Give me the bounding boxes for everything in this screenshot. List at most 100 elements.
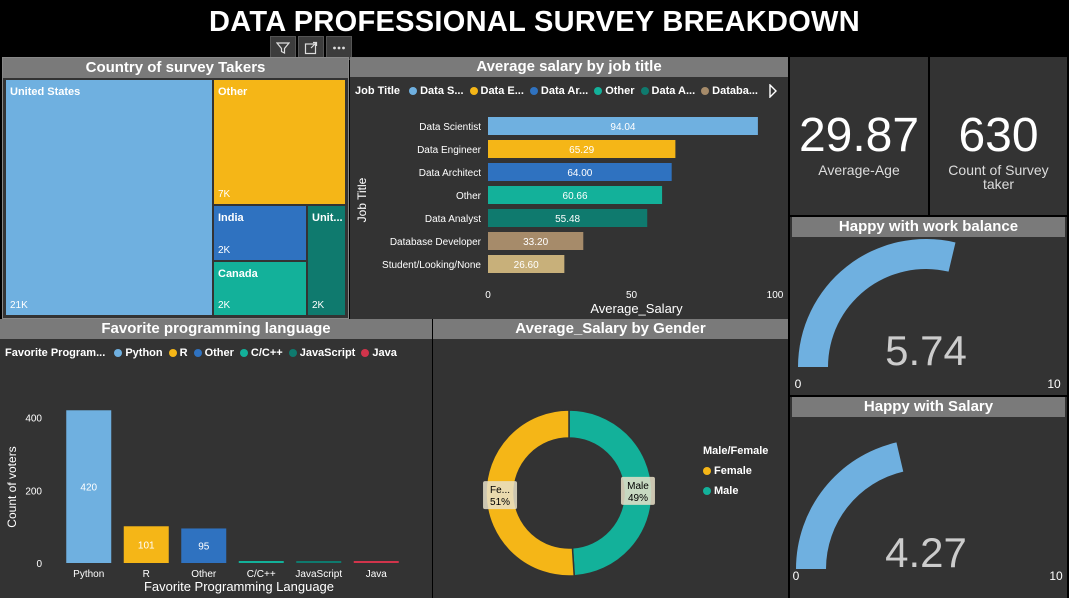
language-bar[interactable]: [353, 561, 399, 563]
x-tick-label: Python: [73, 569, 104, 580]
gender-legend-title: Male/Female: [703, 445, 769, 457]
job-salary-bar[interactable]: [488, 163, 672, 181]
job-salary-data-label: 26.60: [514, 260, 539, 271]
gender-legend-item[interactable]: Female: [703, 461, 768, 481]
legend-dot-icon: [168, 349, 177, 358]
language-bar[interactable]: [296, 561, 342, 563]
y-axis-title: Count of voters: [5, 446, 19, 527]
y-tick-label: 0: [36, 559, 42, 570]
legend-next-icon[interactable]: [768, 83, 778, 103]
language-bar[interactable]: [238, 561, 284, 563]
gauge-value: 4.27: [885, 529, 967, 576]
country-title: Country of survey Takers: [3, 58, 348, 78]
legend-dot-icon: [703, 467, 711, 476]
x-tick-label: JavaScript: [295, 569, 342, 580]
legend-label: Java: [372, 347, 397, 359]
gauge-fill-arc[interactable]: [798, 238, 956, 367]
data-label-background: [483, 481, 518, 510]
legend-title: Job Title: [355, 85, 401, 97]
legend-dot-icon: [409, 87, 418, 96]
x-tick-label: 100: [767, 290, 784, 301]
legend-dot-icon: [469, 87, 478, 96]
language-legend-item[interactable]: C/C++: [234, 347, 283, 359]
data-label-name: Fe...: [490, 485, 510, 496]
legend-label: R: [179, 347, 188, 359]
work-balance-title: Happy with work balance: [792, 217, 1065, 237]
legend-label: JavaScript: [299, 347, 356, 359]
gender-legend: Male/Female Female Male: [703, 441, 768, 501]
language-bar[interactable]: [181, 528, 227, 563]
job-legend-item[interactable]: Data S...: [403, 85, 464, 97]
language-data-label: 101: [138, 541, 155, 552]
job-legend-item[interactable]: Data E...: [464, 85, 524, 97]
legend-label: Other: [605, 85, 635, 97]
salary-gauge-title: Happy with Salary: [792, 397, 1065, 417]
average-age-card: 29.87 Average-Age: [790, 57, 928, 215]
language-bar[interactable]: [66, 410, 112, 563]
legend-label: Data E...: [480, 85, 524, 97]
survey-count-label: Count of Survey taker: [948, 162, 1049, 192]
y-tick-label: 400: [25, 414, 42, 425]
more-options-icon[interactable]: [326, 36, 352, 60]
legend-dot-icon: [239, 349, 248, 358]
salary-by-job-chart: Data Scientist 94.04 Data Engineer 65.29 Dat…: [355, 117, 784, 316]
gender-title: Average_Salary by Gender: [433, 319, 788, 339]
gauge-fill-arc[interactable]: [796, 442, 904, 569]
language-bar[interactable]: [123, 526, 169, 563]
gender-legend-item[interactable]: Male: [703, 481, 768, 501]
job-salary-bar[interactable]: [488, 255, 565, 273]
x-axis-title: Average_Salary: [590, 301, 683, 316]
job-salary-bar[interactable]: [488, 209, 648, 227]
job-legend-item[interactable]: Data A...: [635, 85, 695, 97]
treemap-tile-india[interactable]: India 2K: [213, 205, 307, 261]
gauge-min-label: 0: [795, 377, 802, 391]
job-legend-item[interactable]: Databa...: [695, 85, 758, 97]
x-tick-label: R: [143, 569, 150, 580]
data-label-background: [620, 476, 655, 505]
job-salary-bar[interactable]: [488, 140, 676, 158]
salary-gauge-panel: Happy with Salary 4.27 0 10: [790, 397, 1067, 598]
job-salary-bar[interactable]: [488, 186, 663, 204]
language-chart: 0 200 400 420 Python 101 R 95 Other C/C++ JavaScri…: [5, 410, 399, 594]
language-data-label: 420: [80, 483, 97, 494]
legend-dot-icon: [361, 349, 370, 358]
job-legend-item[interactable]: Data Ar...: [524, 85, 588, 97]
language-legend-item[interactable]: R: [163, 347, 188, 359]
legend-dot-icon: [193, 349, 202, 358]
donut-data-label: Fe...51%: [483, 481, 518, 510]
language-legend-item[interactable]: Java: [355, 347, 397, 359]
job-salary-data-label: 64.00: [567, 168, 592, 179]
job-category-label: Data Engineer: [417, 145, 482, 156]
x-tick-label: 50: [626, 290, 638, 301]
job-category-label: Other: [456, 191, 482, 202]
legend-label: Python: [125, 347, 163, 359]
x-tick-label: Java: [366, 569, 388, 580]
job-category-label: Data Architect: [419, 168, 481, 179]
job-salary-bar[interactable]: [488, 232, 584, 250]
treemap-tile-canada[interactable]: Canada 2K: [213, 261, 307, 316]
language-legend-item[interactable]: Python: [108, 347, 163, 359]
job-category-label: Database Developer: [390, 237, 482, 248]
legend-label: Data Ar...: [540, 85, 589, 97]
treemap-tile-united-kingdom[interactable]: Unit... 2K: [307, 205, 346, 316]
donut-slice-female[interactable]: [485, 409, 576, 577]
language-legend-item[interactable]: Other: [188, 347, 234, 359]
legend-label: C/C++: [250, 347, 283, 359]
job-salary-bar[interactable]: [488, 117, 758, 135]
language-legend-item[interactable]: JavaScript: [283, 347, 356, 359]
x-tick-label: C/C++: [247, 569, 276, 580]
focus-mode-icon[interactable]: [298, 36, 324, 60]
job-legend-item[interactable]: Other: [588, 85, 635, 97]
y-tick-label: 200: [25, 486, 42, 497]
filter-icon[interactable]: [270, 36, 296, 60]
job-salary-data-label: 94.04: [610, 122, 635, 133]
treemap-tile-other[interactable]: Other 7K: [213, 79, 346, 205]
legend-dot-icon: [114, 349, 123, 358]
survey-count-value: 630: [958, 109, 1039, 162]
x-tick-label: Other: [191, 569, 217, 580]
treemap-tile-united-states[interactable]: United States 21K: [5, 79, 213, 316]
data-label-name: Male: [627, 481, 649, 492]
gauge-max-label: 10: [1049, 569, 1063, 583]
donut-slice-male[interactable]: [568, 409, 653, 577]
x-axis-title: Favorite Programming Language: [144, 579, 334, 594]
